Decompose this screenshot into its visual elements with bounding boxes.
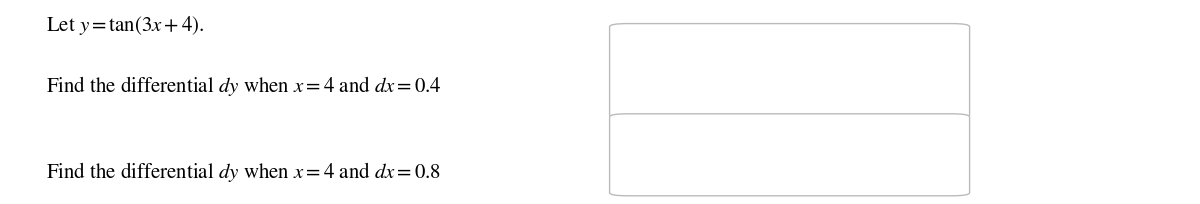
FancyBboxPatch shape xyxy=(610,114,970,196)
Text: Find the differential $dy$ when $x = 4$ and $dx = 0.8$: Find the differential $dy$ when $x = 4$ … xyxy=(46,159,440,183)
Text: Let $y = \tan(3x + 4)$.: Let $y = \tan(3x + 4)$. xyxy=(46,14,204,37)
Text: Find the differential $dy$ when $x = 4$ and $dx = 0.4$: Find the differential $dy$ when $x = 4$ … xyxy=(46,73,442,97)
FancyBboxPatch shape xyxy=(610,24,970,118)
